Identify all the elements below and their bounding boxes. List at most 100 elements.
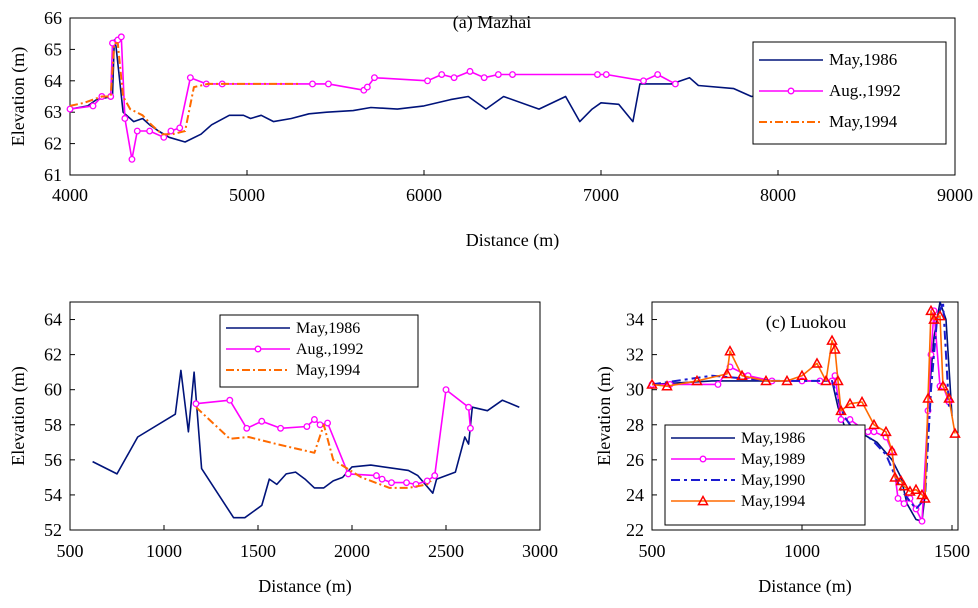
data-point: [835, 404, 847, 416]
data-point: [117, 33, 125, 41]
series-3: [195, 406, 432, 489]
series-line: [92, 369, 520, 519]
data-point: [160, 133, 168, 141]
data-point: [167, 127, 175, 135]
data-point: [796, 369, 808, 381]
data-point: [303, 423, 311, 430]
y-axis-label: Elevation (m): [8, 47, 29, 146]
data-point: [646, 378, 658, 389]
x-tick-label: 500: [639, 541, 666, 561]
data-point: [388, 479, 395, 487]
legend-box: [752, 41, 947, 145]
data-point: [363, 83, 371, 91]
data-point: [121, 115, 129, 122]
y-tick-label: 58: [44, 415, 62, 435]
data-point: [820, 374, 832, 386]
y-tick-label: 65: [44, 39, 62, 59]
data-point: [494, 71, 502, 78]
series-line: [69, 42, 301, 136]
data-point: [128, 155, 136, 163]
chart-panel-2: 5001000150020002500300052545658606264(b)…: [8, 301, 558, 597]
y-tick-label: 34: [626, 310, 644, 330]
x-tick-label: 8000: [760, 185, 796, 205]
y-tick-label: 30: [626, 380, 644, 400]
legend-box: [664, 424, 866, 526]
x-tick-label: 2000: [334, 541, 370, 561]
legend-label: May,1989: [741, 451, 805, 468]
x-tick-label: 9000: [937, 185, 973, 205]
data-point: [898, 480, 910, 491]
data-point: [186, 74, 194, 82]
y-tick-label: 22: [626, 520, 644, 540]
data-point: [922, 392, 934, 403]
data-point: [324, 80, 332, 88]
data-point: [372, 472, 380, 480]
x-tick-label: 7000: [583, 185, 619, 205]
legend-marker: [699, 455, 707, 463]
legend: May,1986 May,1989 May,1990 May,1994: [664, 424, 866, 526]
y-axis-label: Elevation (m): [594, 366, 615, 465]
data-point: [889, 471, 901, 482]
data-point: [378, 475, 386, 483]
data-point: [937, 380, 949, 391]
y-tick-label: 61: [44, 165, 62, 185]
legend-label: Aug.,1992: [829, 81, 901, 100]
legend-label: Aug.,1992: [296, 341, 364, 358]
data-point: [691, 374, 703, 386]
data-point: [654, 71, 662, 78]
data-point: [465, 403, 473, 411]
chart-panel-1: 4000 5000 6000 7000 8000 9000 61 62 63 64 65 66 (a) …: [8, 8, 973, 251]
data-point: [316, 421, 324, 429]
data-point: [886, 445, 898, 456]
data-point: [661, 380, 673, 391]
y-tick-label: 28: [626, 415, 644, 435]
y-tick-label: 26: [626, 450, 644, 470]
data-point: [844, 397, 856, 409]
data-point: [66, 105, 74, 113]
data-point: [829, 343, 841, 354]
x-tick-label: 1500: [934, 541, 970, 561]
data-point: [811, 357, 823, 368]
data-point: [594, 71, 601, 78]
chart-title: (c) Luokou: [766, 312, 846, 333]
data-point: [714, 380, 722, 388]
y-tick-label: 64: [44, 71, 62, 91]
data-point: [310, 416, 318, 423]
data-point: [423, 477, 431, 485]
y-tick-label: 54: [44, 485, 62, 505]
data-point: [192, 400, 200, 408]
legend-marker: [697, 494, 709, 506]
x-axis-label: Distance (m): [758, 576, 851, 597]
y-tick-label: 62: [44, 134, 62, 154]
series-3: [69, 42, 301, 136]
legend-label: May,1994: [296, 362, 360, 379]
series-line: [195, 406, 432, 489]
data-point: [925, 304, 937, 316]
y-tick-label: 24: [626, 485, 644, 505]
x-tick-label: 1000: [146, 541, 182, 561]
y-axis-label: Elevation (m): [8, 366, 29, 465]
data-point: [226, 396, 234, 404]
data-point: [640, 77, 647, 85]
legend-label: May,1986: [829, 50, 897, 69]
x-tick-label: 5000: [229, 185, 265, 205]
y-tick-label: 64: [44, 310, 62, 330]
legend: May,1986 Aug.,1992 May,1994: [219, 314, 419, 388]
x-tick-label: 4000: [52, 185, 88, 205]
y-tick-label: 62: [44, 345, 62, 365]
data-point: [133, 127, 141, 135]
data-point: [910, 483, 922, 495]
data-point: [450, 74, 458, 82]
chart-panel-3: 500 1000 1500 22 24 26 28 30 32 34 (c) Luokou Dista…: [594, 301, 970, 597]
data-point: [895, 474, 907, 486]
series-1: [69, 39, 770, 143]
legend-label: May,1994: [829, 112, 898, 131]
series-line: [651, 309, 956, 500]
legend-marker: [254, 345, 262, 353]
data-point: [900, 500, 908, 508]
series-line: [69, 35, 676, 161]
data-point: [826, 334, 838, 345]
data-point: [176, 124, 184, 132]
legend-label: May,1990: [741, 472, 805, 489]
